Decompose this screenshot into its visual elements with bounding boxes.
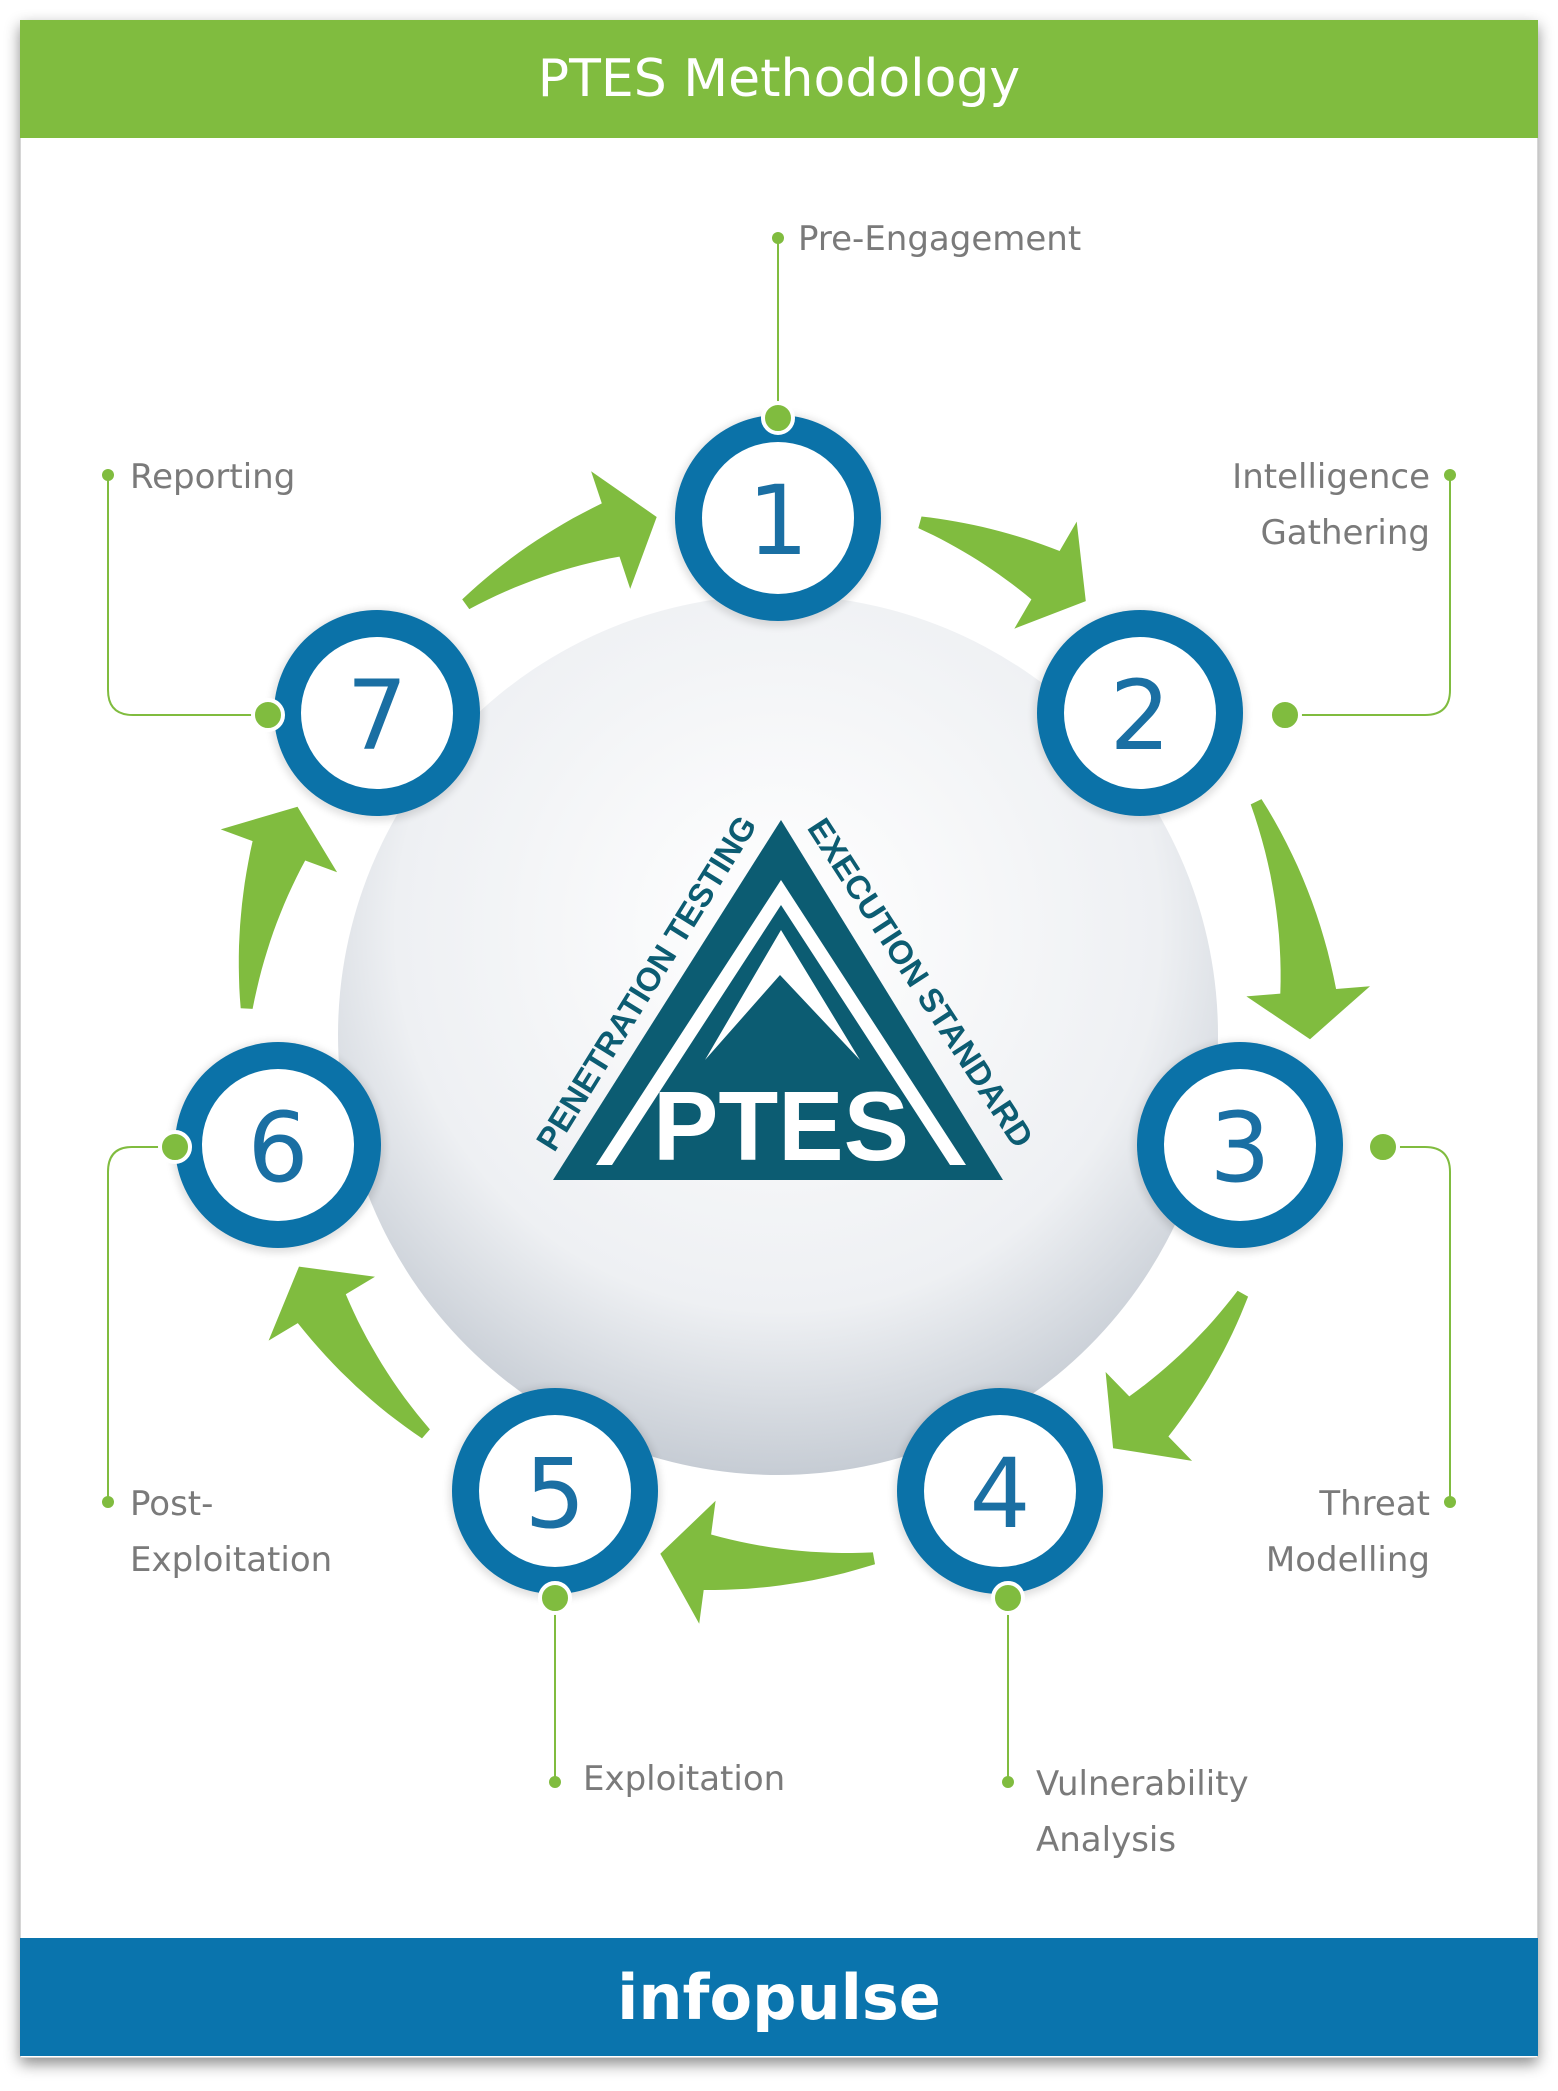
step-6-label-line-1: Post- bbox=[130, 1484, 213, 1524]
step-ring-inner bbox=[479, 1415, 631, 1567]
step-node-3: 3 bbox=[1134, 1041, 1400, 1253]
cycle-arrow-2 bbox=[1246, 799, 1370, 1040]
step-connector-dot bbox=[991, 1581, 1025, 1615]
step-node-6: 6 bbox=[158, 1041, 384, 1253]
logo-main-text: PTES bbox=[653, 1071, 909, 1181]
step-number: 5 bbox=[524, 1438, 585, 1550]
cycle-arrow-3 bbox=[1105, 1290, 1249, 1461]
step-number: 7 bbox=[346, 660, 407, 772]
step-number: 2 bbox=[1109, 660, 1170, 772]
step-connector-dot bbox=[1268, 698, 1302, 732]
step-number: 6 bbox=[247, 1092, 308, 1204]
logo-triangle-inner bbox=[612, 905, 950, 1165]
step-ring-inner bbox=[202, 1069, 354, 1221]
cycle-arrows-group bbox=[220, 471, 1370, 1624]
step-6-label-line-2: Exploitation bbox=[130, 1540, 332, 1580]
step-number: 3 bbox=[1209, 1092, 1270, 1204]
logo-mountain-peak bbox=[705, 930, 860, 1060]
step-4-label-line-1: Vulnerability bbox=[1036, 1764, 1249, 1804]
step-node-1: 1 bbox=[672, 401, 884, 626]
cycle-arrow-7 bbox=[462, 471, 657, 610]
step-connector-dot bbox=[251, 698, 285, 732]
connector-end-dot-6 bbox=[102, 1496, 114, 1508]
step-connector-dot bbox=[158, 1130, 192, 1164]
step-node-2: 2 bbox=[1034, 609, 1302, 821]
step-node-5: 5 bbox=[449, 1387, 661, 1615]
step-connector-dot bbox=[761, 401, 795, 435]
cycle-arrow-5 bbox=[268, 1266, 430, 1439]
step-node-7: 7 bbox=[251, 609, 483, 821]
step-2-label-line-1: Intelligence bbox=[1232, 457, 1430, 497]
step-ring-inner bbox=[702, 442, 854, 594]
step-1-label-line-1: Pre-Engagement bbox=[798, 219, 1081, 259]
step-connector-dot bbox=[1366, 1130, 1400, 1164]
step-node-4: 4 bbox=[894, 1387, 1106, 1615]
connector-line-7 bbox=[107, 475, 268, 716]
step-ring-inner bbox=[1164, 1069, 1316, 1221]
connector-end-dot-7 bbox=[102, 469, 114, 481]
connector-end-dot-3 bbox=[1444, 1496, 1456, 1508]
step-ring-inner bbox=[301, 637, 453, 789]
connector-end-dot-4 bbox=[1002, 1776, 1014, 1788]
header-bar: PTES Methodology bbox=[20, 20, 1538, 138]
step-7-label-line-1: Reporting bbox=[130, 457, 295, 497]
step-3-label-line-2: Modelling bbox=[1266, 1540, 1430, 1580]
cycle-arrow-1 bbox=[918, 516, 1086, 629]
label-connectors: Pre-Engagement Intelligence Gathering Threa… bbox=[102, 219, 1456, 1860]
step-ring-inner bbox=[1064, 637, 1216, 789]
connector-end-dot-5 bbox=[549, 1776, 561, 1788]
connector-line-2 bbox=[1285, 475, 1451, 716]
cycle-arrow-6 bbox=[220, 806, 338, 1009]
connector-line-6 bbox=[107, 1146, 175, 1502]
footer-bar: infopulse bbox=[20, 1938, 1538, 2056]
step-connector-dot bbox=[538, 1581, 572, 1615]
step-ring-inner bbox=[924, 1415, 1076, 1567]
step-2-label-line-2: Gathering bbox=[1260, 513, 1430, 553]
cycle-arrow-4 bbox=[660, 1500, 875, 1624]
connector-line-3 bbox=[1383, 1146, 1451, 1502]
page-title: PTES Methodology bbox=[537, 49, 1021, 109]
step-5-label-line-1: Exploitation bbox=[583, 1759, 785, 1799]
connector-end-dot-2 bbox=[1444, 469, 1456, 481]
step-number: 1 bbox=[747, 465, 808, 577]
step-3-label-line-1: Threat bbox=[1318, 1484, 1430, 1524]
step-4-label-line-2: Analysis bbox=[1036, 1820, 1176, 1860]
connector-end-dot-1 bbox=[772, 232, 784, 244]
step-nodes: 1 2 3 4 5 6 7 bbox=[158, 401, 1400, 1615]
step-number: 4 bbox=[969, 1438, 1030, 1550]
brand-logo-text: infopulse bbox=[617, 1960, 941, 2034]
